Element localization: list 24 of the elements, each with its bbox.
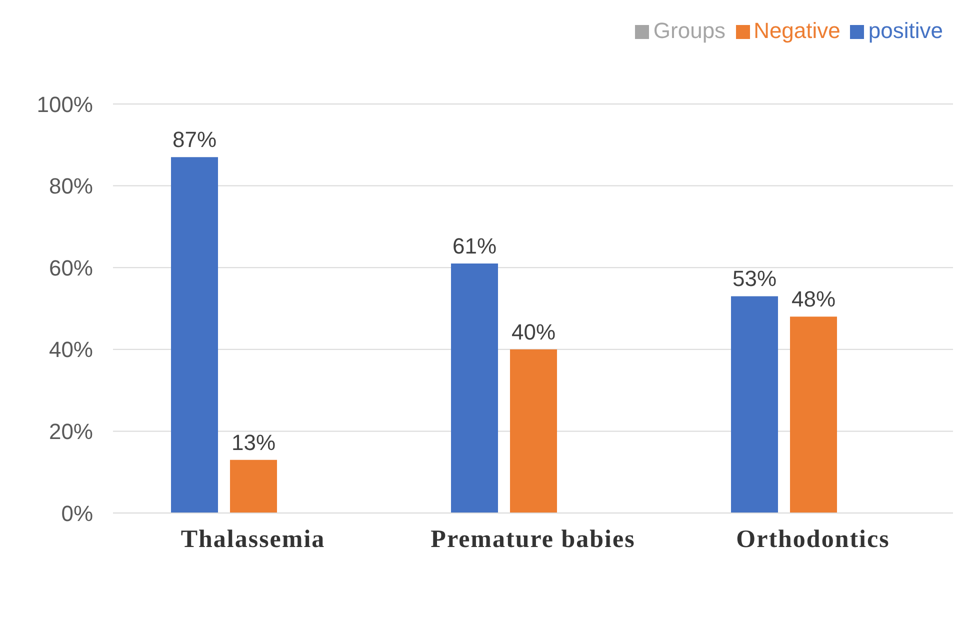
- data-label: 48%: [791, 286, 836, 312]
- y-tick-label: 100%: [36, 92, 93, 117]
- data-label: 40%: [511, 319, 556, 344]
- data-label: 61%: [452, 234, 497, 259]
- legend-label: Negative: [754, 18, 840, 43]
- bar: [171, 157, 218, 513]
- legend-label: positive: [868, 18, 943, 43]
- x-tick-label: Premature babies: [430, 526, 636, 553]
- bar: [510, 349, 557, 513]
- bar: [790, 316, 837, 513]
- data-label: 87%: [172, 127, 217, 152]
- y-tick-label: 40%: [48, 337, 93, 362]
- y-tick-label: 0%: [61, 500, 93, 526]
- bar: [451, 264, 498, 513]
- bar: [230, 460, 277, 513]
- data-label: 53%: [732, 266, 777, 292]
- x-tick-label: Orthodontics: [736, 526, 890, 553]
- y-tick-label: 60%: [48, 255, 93, 280]
- bar: [731, 296, 778, 513]
- legend-label: Groups: [653, 18, 726, 43]
- y-tick-label: 20%: [48, 419, 93, 444]
- data-label: 13%: [231, 430, 276, 455]
- x-tick-label: Thalassemia: [180, 526, 326, 553]
- y-tick-label: 80%: [48, 174, 93, 199]
